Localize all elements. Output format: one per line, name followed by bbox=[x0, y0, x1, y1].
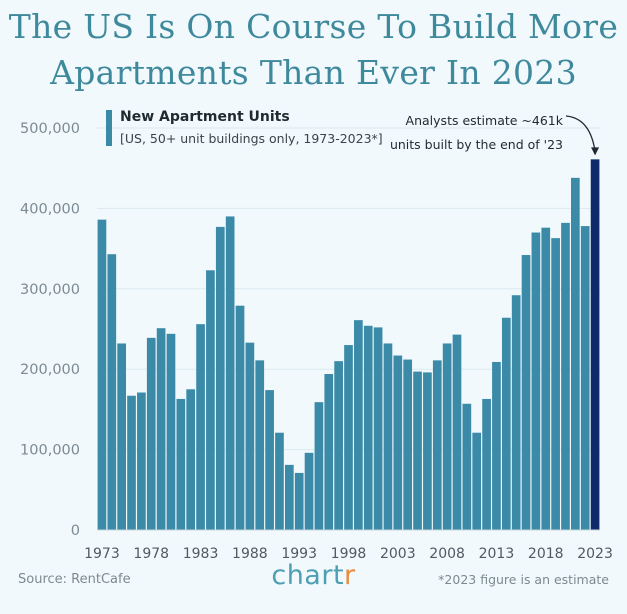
annotation-arrowhead bbox=[591, 147, 600, 156]
y-tick-label: 300,000 bbox=[20, 282, 80, 298]
x-tick-label: 2018 bbox=[528, 546, 564, 562]
bar bbox=[511, 295, 521, 530]
bar bbox=[393, 355, 403, 530]
bar bbox=[176, 398, 186, 530]
legend-swatch bbox=[106, 110, 112, 146]
bar bbox=[186, 389, 196, 530]
x-tick-label: 2023 bbox=[577, 546, 613, 562]
bar bbox=[314, 402, 324, 530]
bar bbox=[265, 390, 274, 530]
bar bbox=[225, 216, 235, 530]
brand-logo: chartr bbox=[0, 560, 627, 591]
annotation-arrow bbox=[565, 115, 596, 152]
brand-main: chart bbox=[271, 560, 345, 591]
legend-title: New Apartment Units bbox=[120, 109, 290, 125]
bar bbox=[551, 238, 560, 530]
bar bbox=[127, 395, 136, 530]
bar bbox=[97, 219, 107, 530]
bar bbox=[482, 398, 491, 530]
brand-accent: r bbox=[344, 560, 356, 591]
y-tick-label: 200,000 bbox=[20, 362, 80, 378]
x-tick-label: 1983 bbox=[183, 546, 219, 562]
x-tick-label: 2013 bbox=[479, 546, 515, 562]
bar bbox=[541, 227, 551, 531]
bar bbox=[284, 464, 294, 530]
bar bbox=[334, 361, 343, 530]
bar bbox=[166, 333, 176, 530]
bar bbox=[423, 372, 432, 530]
bar bbox=[294, 472, 304, 530]
y-tick-label: 0 bbox=[71, 523, 80, 539]
bar bbox=[403, 359, 413, 530]
bar bbox=[255, 360, 265, 530]
x-tick-label: 1998 bbox=[331, 546, 367, 562]
source-label: Source: RentCafe bbox=[18, 572, 131, 587]
bar bbox=[413, 371, 422, 530]
bar bbox=[206, 270, 215, 530]
legend-subtitle: [US, 50+ unit buildings only, 1973-2023*… bbox=[120, 131, 383, 146]
bar bbox=[373, 327, 383, 530]
bar bbox=[137, 392, 146, 530]
title-line-2: Apartments Than Ever In 2023 bbox=[50, 53, 577, 92]
footnote: *2023 figure is an estimate bbox=[438, 572, 609, 587]
bar bbox=[571, 177, 580, 530]
bar bbox=[304, 452, 314, 530]
bar bbox=[442, 343, 452, 530]
x-tick-label: 1993 bbox=[281, 546, 317, 562]
y-tick-label: 500,000 bbox=[20, 121, 80, 137]
bar bbox=[156, 328, 166, 530]
x-tick-label: 1988 bbox=[232, 546, 268, 562]
x-tick-label: 1978 bbox=[133, 546, 169, 562]
x-tick-label: 2003 bbox=[380, 546, 416, 562]
chart-title: The US Is On Course To Build More Apartm… bbox=[0, 4, 627, 96]
bar bbox=[324, 374, 334, 530]
bar bbox=[580, 226, 590, 530]
title-line-1: The US Is On Course To Build More bbox=[8, 7, 619, 46]
bar bbox=[561, 222, 570, 530]
bar bbox=[275, 432, 284, 530]
bar bbox=[531, 232, 541, 530]
annotation-line-1: Analysts estimate ~461k bbox=[406, 113, 564, 128]
bar bbox=[501, 317, 511, 530]
bar bbox=[452, 334, 462, 530]
annotation-line-2: units built by the end of '23 bbox=[390, 137, 563, 152]
bar bbox=[146, 337, 156, 530]
bar bbox=[462, 403, 472, 530]
bar bbox=[117, 343, 126, 530]
bar bbox=[196, 324, 205, 530]
bar-highlight bbox=[590, 159, 600, 530]
y-tick-label: 100,000 bbox=[20, 443, 80, 459]
bar bbox=[472, 432, 482, 530]
bar bbox=[383, 343, 393, 530]
bar bbox=[215, 226, 225, 530]
bar bbox=[107, 254, 117, 530]
bar bbox=[235, 305, 245, 530]
x-tick-label: 2008 bbox=[429, 546, 465, 562]
y-tick-label: 400,000 bbox=[20, 201, 80, 217]
x-tick-label: 1973 bbox=[84, 546, 120, 562]
bar bbox=[354, 320, 363, 530]
bar bbox=[432, 360, 442, 530]
bar bbox=[344, 345, 353, 530]
bar bbox=[521, 255, 531, 531]
bar bbox=[245, 342, 255, 530]
bar bbox=[492, 361, 501, 530]
bar bbox=[363, 325, 373, 530]
